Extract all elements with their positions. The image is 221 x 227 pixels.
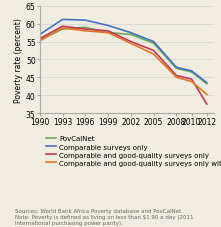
Legend: PovCalNet, Comparable surveys only, Comparable and good-quality surveys only, Co: PovCalNet, Comparable surveys only, Comp… [43, 133, 221, 169]
Y-axis label: Poverty rate (percent): Poverty rate (percent) [14, 18, 23, 102]
Text: Sources: World Bank Africa Poverty database and PovCalNet.
Note: Poverty is defi: Sources: World Bank Africa Poverty datab… [15, 208, 194, 225]
